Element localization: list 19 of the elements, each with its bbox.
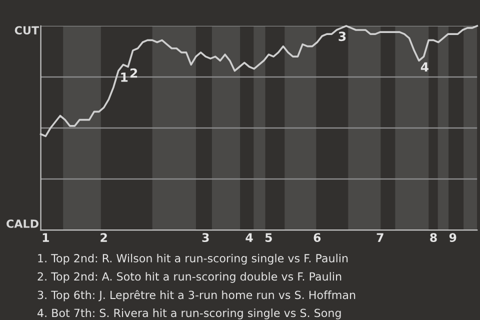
text: CALD: [6, 220, 38, 228]
text: 4. Bot 7th: S. Rivera hit a run-scoring single vs S. Song: [38, 308, 341, 320]
text: CUT: [14, 26, 39, 35]
annotation: 1: [121, 72, 128, 82]
x-tick-label: 1: [42, 233, 49, 242]
text: 3. Top 6th: J. Leprêtre hit a 3-run home run vs S. Hoffman: [38, 290, 356, 302]
annotation: 2: [130, 68, 138, 78]
text: 1. Top 2nd: R. Wilson hit a run-scoring single vs F. Paulin: [38, 254, 348, 265]
x-tick-label: 5: [265, 233, 272, 242]
x-tick-label: 6: [314, 233, 321, 242]
x-tick-label: 8: [430, 233, 437, 242]
text: 2. Top 2nd: A. Soto hit a run-scoring double vs F. Paulin: [38, 272, 342, 283]
x-tick-label: 7: [376, 233, 384, 242]
x-tick-label: 4: [246, 233, 253, 242]
annotation: 3: [338, 32, 346, 42]
annotation: 4: [420, 62, 428, 72]
x-tick-label: 3: [202, 233, 209, 242]
x-tick-label: 2: [100, 233, 107, 242]
x-tick-label: 9: [449, 233, 456, 242]
